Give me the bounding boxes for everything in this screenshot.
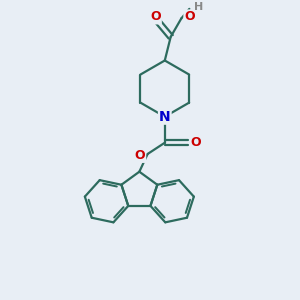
Text: H: H	[194, 2, 203, 12]
Text: O: O	[190, 136, 201, 149]
Text: O: O	[150, 11, 161, 23]
Text: O: O	[184, 11, 195, 23]
Text: O: O	[135, 149, 145, 162]
Text: N: N	[159, 110, 171, 124]
